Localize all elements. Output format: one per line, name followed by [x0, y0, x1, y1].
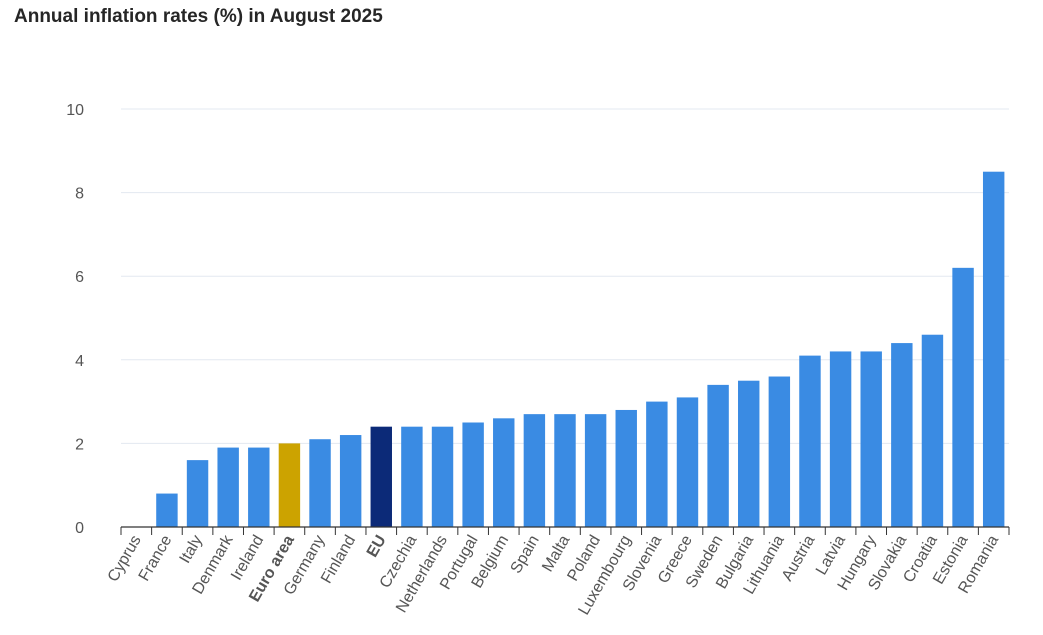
y-tick-label: 6 [75, 269, 84, 286]
bar-ireland [248, 447, 270, 527]
bar-poland [584, 414, 607, 527]
bar-euro-area [278, 443, 301, 527]
bar-denmark [217, 447, 239, 527]
x-tick-label-spain: Spain [508, 533, 543, 577]
bar-hungary [860, 351, 882, 527]
bar-romania [982, 171, 1005, 527]
bar-spain [523, 414, 546, 527]
bar-france [156, 493, 178, 527]
chart-title: Annual inflation rates (%) in August 202… [14, 6, 383, 27]
bar-croatia [921, 334, 944, 527]
bar-greece [676, 397, 699, 527]
x-tick-label-italy: Italy [177, 532, 206, 566]
bar-belgium [493, 418, 515, 527]
bar-sweden [707, 384, 729, 527]
x-tick-label-eu: EU [364, 533, 390, 561]
bar-luxembourg [615, 409, 637, 527]
y-tick-label: 0 [75, 520, 84, 537]
y-tick-label: 10 [66, 102, 84, 119]
bar-portugal [462, 422, 484, 527]
bar-germany [309, 439, 331, 527]
y-axis-ticks: 0 2 4 6 8 10 [66, 102, 84, 537]
bar-lithuania [768, 376, 791, 527]
x-axis [120, 526, 1010, 535]
bar-finland [339, 435, 362, 527]
bars [156, 171, 1005, 527]
bar-estonia [952, 267, 974, 527]
bar-slovakia [891, 343, 913, 527]
bar-slovenia [646, 401, 668, 527]
bar-malta [554, 414, 576, 527]
y-tick-label: 8 [75, 186, 84, 203]
bar-eu [370, 426, 392, 527]
bar-latvia [829, 351, 852, 527]
bar-czechia [401, 426, 423, 527]
bar-bulgaria [738, 380, 760, 527]
y-tick-label: 2 [75, 436, 84, 453]
bar-austria [799, 355, 821, 527]
bar-netherlands [431, 426, 454, 527]
bar-italy [186, 460, 209, 527]
y-tick-label: 4 [75, 353, 84, 370]
